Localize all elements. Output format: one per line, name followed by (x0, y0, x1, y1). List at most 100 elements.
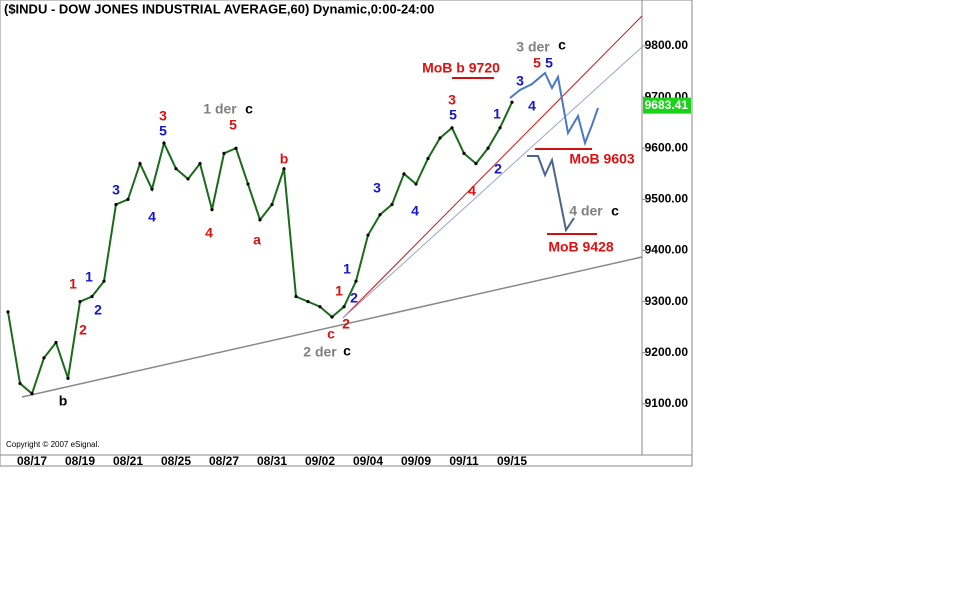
wave-label: 1 (493, 106, 501, 122)
wave-label: b (59, 393, 68, 409)
y-tick-label: 9100.00 (645, 396, 689, 410)
wave-label: c (343, 343, 351, 359)
projection-path (509, 71, 599, 147)
wave-label: 2 (342, 316, 350, 332)
price-point (342, 305, 346, 309)
price-point (282, 167, 286, 171)
price-point (246, 182, 250, 186)
wave-label: 1 der (203, 101, 237, 117)
wave-label: 2 (94, 302, 102, 318)
y-tick-label: 9600.00 (645, 140, 689, 154)
price-point (234, 146, 238, 150)
wave-label: 5 (449, 107, 457, 123)
price-point (222, 151, 226, 155)
wave-label: 5 (229, 117, 237, 133)
wave-label: 5 (533, 55, 541, 71)
wave-label: 4 (468, 183, 476, 199)
alt-projection-path (527, 155, 575, 233)
wave-label: c (245, 101, 253, 117)
price-point (330, 315, 334, 319)
x-tick-label: 08/21 (113, 454, 143, 468)
price-point (474, 161, 478, 166)
price-point (210, 208, 214, 212)
wave-label: 5 (545, 55, 553, 71)
price-point (306, 300, 310, 304)
price-point (390, 202, 394, 207)
wave-label: 1 (85, 269, 93, 285)
x-tick-label: 09/02 (305, 454, 335, 468)
x-tick-label: 08/31 (257, 454, 287, 468)
price-point (174, 167, 178, 171)
last-price-label: 9683.41 (645, 98, 689, 112)
wave-label: 3 (159, 108, 167, 124)
price-point (414, 182, 418, 186)
price-point (294, 294, 298, 299)
x-tick-label: 09/15 (497, 454, 527, 468)
price-point (18, 381, 22, 386)
last-price-box (643, 97, 691, 114)
price-point (402, 172, 406, 176)
red-trend-line (342, 15, 643, 319)
wave-label: 2 (350, 290, 358, 306)
y-tick-label: 9300.00 (645, 294, 689, 308)
price-point (78, 300, 82, 304)
price-point (54, 340, 58, 345)
price-point (6, 310, 10, 314)
y-tick-label: 9800.00 (645, 38, 689, 52)
wave-label: c (611, 203, 619, 219)
wave-label: 4 (528, 98, 536, 114)
price-point (486, 146, 490, 150)
wave-label: 2 der (303, 344, 337, 360)
x-tick-label: 09/04 (353, 454, 383, 468)
price-point (270, 202, 274, 207)
wave-label: 3 der (516, 39, 550, 55)
y-tick-label: 9500.00 (645, 192, 689, 206)
x-tick-label: 09/11 (449, 454, 479, 468)
wave-label: 4 der (569, 203, 603, 219)
price-point (318, 305, 322, 309)
price-point (150, 187, 154, 191)
wave-label: MoB 9603 (569, 151, 635, 167)
price-point (162, 141, 166, 145)
wave-label: 4 (148, 209, 156, 225)
wave-label: 5 (159, 123, 167, 139)
y-tick-label: 9400.00 (645, 243, 689, 257)
price-point (462, 151, 466, 155)
wave-label: 3 (112, 182, 120, 198)
trend-lines (21, 15, 643, 398)
price-point (354, 279, 358, 283)
x-tick-label: 08/27 (209, 454, 239, 468)
wave-label: 3 (516, 73, 524, 89)
price-point (438, 136, 442, 140)
x-tick-label: 08/25 (161, 454, 191, 468)
light-trend-line (342, 46, 643, 319)
wave-label: c (558, 37, 566, 53)
wave-label: c (327, 326, 335, 342)
price-point (102, 279, 106, 283)
price-point (42, 356, 46, 360)
wave-label: MoB 9428 (548, 239, 614, 255)
price-point (510, 100, 514, 104)
price-point (378, 213, 382, 217)
price-point (450, 126, 454, 130)
price-point (366, 233, 370, 237)
price-point (426, 156, 430, 161)
wave-label: 4 (411, 203, 419, 219)
wave-label: 2 (79, 322, 87, 338)
wave-label: 3 (448, 92, 456, 108)
price-point (258, 218, 262, 222)
base-trend-line (21, 256, 643, 398)
wave-label: MoB b 9720 (422, 60, 500, 76)
price-point (90, 294, 94, 299)
price-point (126, 197, 130, 201)
x-tick-label: 09/09 (401, 454, 431, 468)
wave-label: a (253, 232, 261, 248)
price-point (114, 202, 118, 207)
chart-title: ($INDU - DOW JONES INDUSTRIAL AVERAGE,60… (4, 1, 434, 16)
wave-label: b (280, 151, 289, 167)
price-point (186, 177, 190, 181)
wave-label: 3 (373, 180, 381, 196)
price-point (138, 161, 142, 166)
